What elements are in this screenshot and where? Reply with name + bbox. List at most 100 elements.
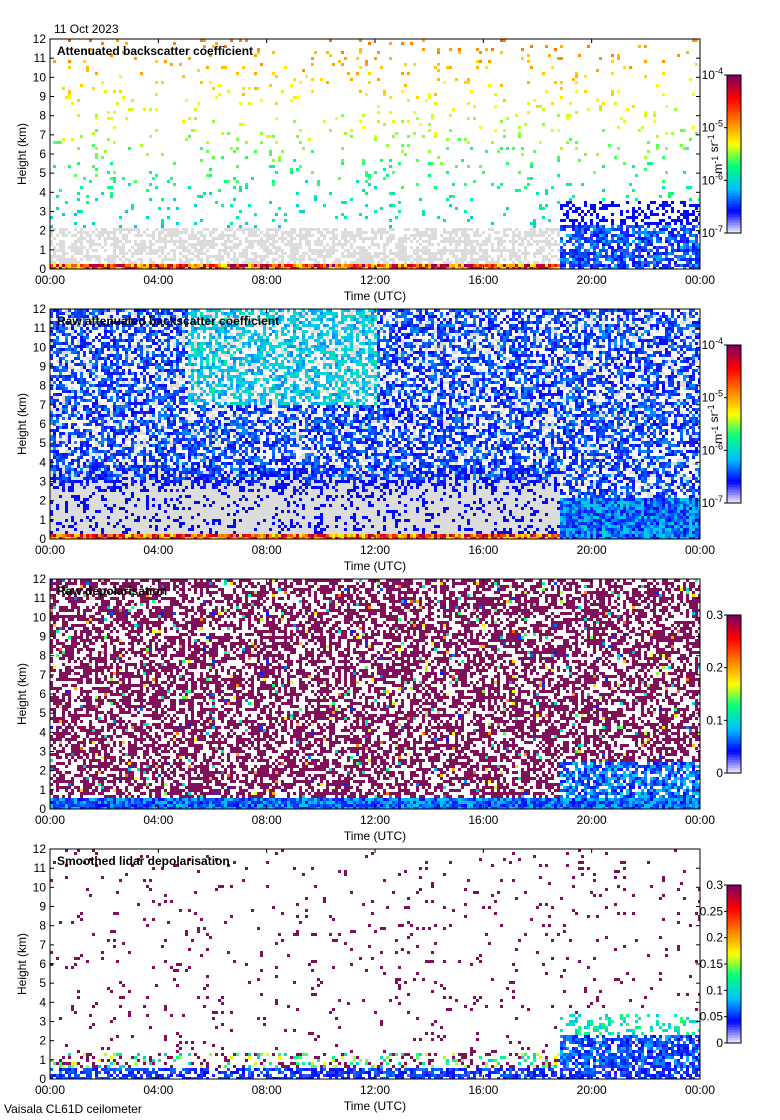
x-tick-label: 08:00 <box>252 813 282 827</box>
x-tick-label: 08:00 <box>252 1083 282 1097</box>
y-tick-label: 8 <box>39 109 46 123</box>
x-tick-label: 00:00 <box>35 273 65 287</box>
y-tick-label: 4 <box>39 455 46 469</box>
x-tick-label: 16:00 <box>468 813 498 827</box>
colorbar-tick-label: 0.1 <box>706 713 723 727</box>
y-tick-label: 1 <box>39 243 46 257</box>
x-tick-label: 00:00 <box>685 813 715 827</box>
y-tick-label: 12 <box>33 842 47 856</box>
colorbar-tick-label: 0.3 <box>706 608 723 622</box>
x-tick-label: 00:00 <box>685 1083 715 1097</box>
y-tick-label: 12 <box>33 572 47 586</box>
colorbar: 0.3 0.25 0.2 0.15 0.1 0.05 0 <box>700 878 742 1050</box>
x-axis-label: Time (UTC) <box>344 559 406 573</box>
y-tick-label: 0 <box>39 262 46 276</box>
x-tick-label: 20:00 <box>577 273 607 287</box>
colorbar-tick-label: 0.25 <box>700 904 724 918</box>
colorbar: 10-410-510-610-7m-1 sr-1 <box>702 66 742 240</box>
heatmap-field <box>50 579 700 809</box>
x-tick-label: 16:00 <box>468 273 498 287</box>
colorbar-tick-label: 0.1 <box>706 983 723 997</box>
y-axis-label: Height (km) <box>15 663 29 725</box>
y-tick-label: 2 <box>39 1034 46 1048</box>
y-tick-label: 6 <box>39 417 46 431</box>
y-tick-label: 5 <box>39 706 46 720</box>
y-tick-label: 10 <box>33 880 47 894</box>
x-tick-label: 04:00 <box>143 813 173 827</box>
y-tick-label: 0 <box>39 1072 46 1086</box>
y-tick-label: 4 <box>39 185 46 199</box>
colorbar-tick-label: 0.3 <box>706 878 723 892</box>
y-tick-label: 3 <box>39 205 46 219</box>
chart-panel-1: Attenuated backscatter coefficient 0 12 3 4 5… <box>15 32 742 303</box>
x-tick-label: 04:00 <box>143 1083 173 1097</box>
colorbar-tick-label: 0.15 <box>700 957 724 971</box>
y-tick-label: 6 <box>39 147 46 161</box>
x-tick-label: 20:00 <box>577 1083 607 1097</box>
colorbar-tick-label: 0.05 <box>700 1010 724 1024</box>
x-tick-label: 00:00 <box>35 813 65 827</box>
y-tick-label: 8 <box>39 649 46 663</box>
y-tick-label: 3 <box>39 745 46 759</box>
y-tick-label: 6 <box>39 687 46 701</box>
instrument-label: Vaisala CL61D ceilometer <box>4 1102 142 1116</box>
y-tick-label: 5 <box>39 436 46 450</box>
y-axis-label: Height (km) <box>15 933 29 995</box>
colorbar-tick-label: 10-7 <box>702 224 723 240</box>
y-tick-label: 9 <box>39 90 46 104</box>
colorbar-tick-label: 0 <box>716 766 723 780</box>
y-tick-label: 9 <box>39 900 46 914</box>
x-tick-label: 20:00 <box>577 543 607 557</box>
y-tick-label: 10 <box>33 70 47 84</box>
colorbar-tick-label: 10-5 <box>702 389 723 405</box>
x-axis-label: Time (UTC) <box>344 289 406 303</box>
heatmap-field <box>50 849 700 1079</box>
x-axis-label: Time (UTC) <box>344 829 406 843</box>
y-tick-label: 11 <box>34 321 47 335</box>
chart-panel-4: Smoothed lidar depolarisation01234567891… <box>15 842 742 1113</box>
y-tick-label: 4 <box>39 995 46 1009</box>
panel-title: Raw attenuated backscatter coefficient <box>57 314 279 328</box>
x-tick-label: 08:00 <box>252 273 282 287</box>
y-tick-label: 7 <box>39 398 46 412</box>
x-tick-label: 12:00 <box>360 273 390 287</box>
y-tick-label: 2 <box>39 764 46 778</box>
y-tick-label: 11 <box>34 591 47 605</box>
y-tick-label: 11 <box>34 51 47 65</box>
x-tick-label: 00:00 <box>35 1083 65 1097</box>
x-tick-label: 00:00 <box>685 543 715 557</box>
y-tick-label: 11 <box>34 861 47 875</box>
y-tick-label: 1 <box>39 1053 46 1067</box>
colorbar-tick-label: 10-7 <box>702 494 723 510</box>
y-tick-label: 1 <box>39 513 46 527</box>
x-tick-label: 12:00 <box>360 543 390 557</box>
y-axis-label: Height (km) <box>15 393 29 455</box>
x-tick-label: 12:00 <box>360 1083 390 1097</box>
y-tick-label: 2 <box>39 494 46 508</box>
heatmap-field <box>50 39 700 269</box>
colorbar-unit-label: m-1 sr-1 <box>706 404 725 443</box>
x-axis-label: Time (UTC) <box>344 1099 406 1113</box>
y-tick-label: 1 <box>39 783 46 797</box>
panel-title: Raw depolarisation <box>57 584 167 598</box>
colorbar-tick-label: 0.2 <box>706 931 723 945</box>
y-tick-label: 5 <box>39 166 46 180</box>
heatmap-field <box>50 309 700 539</box>
x-tick-label: 00:00 <box>35 543 65 557</box>
y-tick-label: 12 <box>33 32 47 46</box>
colorbar-tick-label: 0 <box>716 1036 723 1050</box>
x-tick-label: 04:00 <box>143 543 173 557</box>
panel-title: Attenuated backscatter coefficient <box>57 44 253 58</box>
chart-panel-2: Raw attenuated backscatter coefficient 0 1… <box>15 302 742 573</box>
y-tick-label: 9 <box>39 630 46 644</box>
y-tick-label: 0 <box>39 532 46 546</box>
colorbar: 10-410-510-610-7m-1 sr-1 <box>702 336 742 510</box>
y-tick-label: 3 <box>39 1015 46 1029</box>
y-tick-label: 5 <box>39 976 46 990</box>
colorbar-tick-label: 10-5 <box>702 119 723 135</box>
x-tick-label: 16:00 <box>468 1083 498 1097</box>
colorbar-unit-label: m-1 sr-1 <box>706 134 725 173</box>
colorbar-tick-label: 0.2 <box>706 661 723 675</box>
